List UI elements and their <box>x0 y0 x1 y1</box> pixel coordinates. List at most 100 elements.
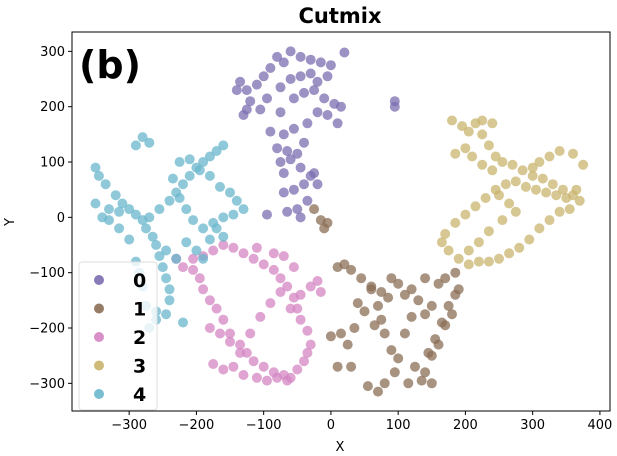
point-class-3-20 <box>524 234 535 245</box>
point-class-2-7 <box>218 314 229 325</box>
point-class-0-28 <box>278 129 289 140</box>
point-class-4-28 <box>124 234 135 245</box>
point-class-1-24 <box>369 320 380 331</box>
x-tick-label-1: −200 <box>179 418 215 433</box>
point-class-1-51 <box>406 311 417 322</box>
point-class-0-42 <box>299 137 309 148</box>
point-class-0-16 <box>275 107 286 118</box>
point-class-3-2 <box>463 126 474 137</box>
point-class-0-51 <box>278 187 289 198</box>
point-class-0-34 <box>285 74 296 84</box>
point-class-0-7 <box>278 57 289 68</box>
y-tick-label-4: 100 <box>40 156 65 171</box>
point-class-2-29 <box>238 248 249 259</box>
point-class-3-1 <box>457 121 468 132</box>
point-class-4-15 <box>157 262 168 273</box>
point-class-4-61 <box>204 170 215 181</box>
point-class-0-18 <box>299 87 309 98</box>
legend-marker-1 <box>94 303 104 314</box>
point-class-1-49 <box>426 300 437 311</box>
point-class-2-9 <box>235 339 246 350</box>
point-class-3-21 <box>514 242 525 253</box>
point-class-4-17 <box>164 284 175 295</box>
plot-frame <box>71 31 611 412</box>
point-class-0-46 <box>278 168 289 179</box>
point-class-0-45 <box>295 162 306 173</box>
point-class-2-55 <box>315 287 326 297</box>
x-tick-label-2: −100 <box>246 418 282 433</box>
point-class-2-1 <box>178 262 188 273</box>
point-class-0-23 <box>332 118 343 129</box>
legend-label-4: 4 <box>133 384 146 406</box>
point-class-3-9 <box>517 165 528 176</box>
point-class-0-12 <box>235 76 246 87</box>
point-class-2-51 <box>285 303 296 314</box>
x-tick-label-7: 400 <box>587 418 612 433</box>
point-class-2-41 <box>272 372 283 383</box>
point-class-0-54 <box>282 206 293 217</box>
point-class-2-54 <box>312 276 323 286</box>
point-class-0-24 <box>322 110 333 120</box>
point-class-4-47 <box>228 209 239 220</box>
point-class-1-33 <box>362 381 373 392</box>
point-class-3-43 <box>571 184 582 195</box>
legend: 0 1 2 3 4 <box>78 261 158 411</box>
point-class-1-13 <box>383 292 394 303</box>
point-class-3-60 <box>473 237 484 248</box>
point-class-2-43 <box>204 323 215 333</box>
point-class-1-42 <box>447 309 457 320</box>
point-class-2-35 <box>208 359 219 369</box>
point-class-0-4 <box>325 60 336 71</box>
point-class-1-43 <box>436 317 447 328</box>
point-class-4-14 <box>154 251 165 262</box>
point-class-1-34 <box>403 378 414 389</box>
point-class-1-47 <box>416 375 427 386</box>
point-class-4-67 <box>171 253 182 264</box>
point-class-3-30 <box>440 228 451 239</box>
point-class-3-41 <box>551 190 562 201</box>
point-class-4-62 <box>194 165 205 176</box>
point-class-3-56 <box>504 198 515 209</box>
legend-marker-4 <box>94 389 104 399</box>
point-class-4-40 <box>198 157 209 167</box>
point-class-1-56 <box>420 273 431 284</box>
x-tick-label-5: 200 <box>453 418 478 433</box>
y-tick-label-3: 0 <box>57 211 65 226</box>
legend-frame <box>78 261 158 411</box>
point-class-4-64 <box>174 157 185 167</box>
x-tick-label-6: 300 <box>520 418 545 433</box>
point-class-2-52 <box>295 289 306 300</box>
point-class-4-51 <box>188 215 199 226</box>
point-class-2-56 <box>278 251 289 262</box>
point-class-0-13 <box>231 85 242 96</box>
point-class-1-11 <box>399 289 410 300</box>
point-class-4-50 <box>198 223 209 234</box>
point-class-2-5 <box>204 295 215 306</box>
point-class-0-56 <box>262 209 272 220</box>
point-class-4-44 <box>225 187 235 198</box>
point-class-1-27 <box>386 345 397 356</box>
point-class-3-7 <box>497 157 508 167</box>
point-class-4-4 <box>93 170 104 181</box>
legend-label-3: 3 <box>133 356 146 378</box>
point-class-1-8 <box>376 287 387 297</box>
point-class-0-30 <box>255 104 266 115</box>
point-class-0-38 <box>322 71 333 82</box>
point-class-3-51 <box>450 148 461 159</box>
point-class-0-3 <box>315 57 326 68</box>
point-class-1-12 <box>406 284 417 295</box>
point-class-4-45 <box>231 195 242 206</box>
point-class-1-57 <box>322 217 333 228</box>
x-tick-label-4: 100 <box>386 418 411 433</box>
point-class-1-52 <box>433 278 444 289</box>
point-class-1-29 <box>399 328 410 339</box>
point-class-0-20 <box>319 93 330 104</box>
point-class-2-42 <box>282 375 293 386</box>
point-class-3-50 <box>460 143 471 154</box>
point-class-3-10 <box>527 170 538 181</box>
point-class-3-26 <box>463 259 474 270</box>
point-class-3-33 <box>470 201 481 212</box>
point-class-1-46 <box>426 378 437 389</box>
point-class-2-19 <box>305 339 316 350</box>
point-class-2-48 <box>255 311 266 322</box>
